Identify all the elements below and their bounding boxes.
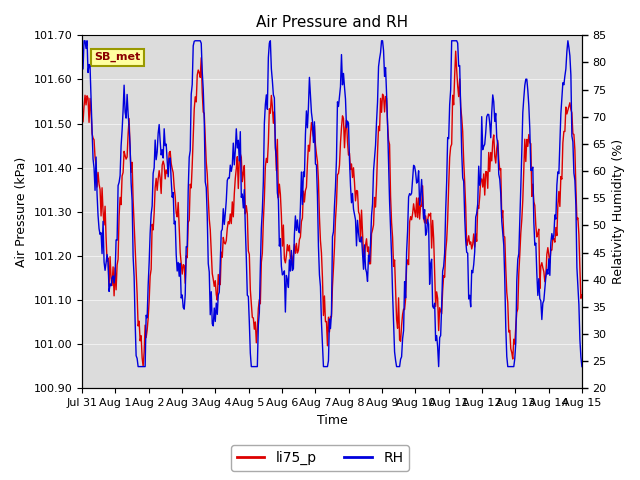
Line: li75_p: li75_p bbox=[82, 51, 582, 366]
RH bbox=[567, 72, 575, 78]
li75_p bbox=[140, 363, 147, 369]
li75_p bbox=[319, 312, 327, 318]
X-axis label: Time: Time bbox=[317, 414, 348, 427]
li75_p bbox=[78, 108, 86, 114]
RH bbox=[578, 364, 586, 370]
li75_p bbox=[317, 238, 324, 243]
Line: RH: RH bbox=[82, 41, 582, 367]
Y-axis label: Air Pressure (kPa): Air Pressure (kPa) bbox=[15, 156, 28, 267]
li75_p bbox=[377, 96, 385, 101]
li75_p bbox=[490, 132, 497, 138]
li75_p bbox=[349, 165, 357, 170]
li75_p bbox=[568, 110, 576, 116]
Text: SB_met: SB_met bbox=[95, 52, 141, 62]
Title: Air Pressure and RH: Air Pressure and RH bbox=[256, 15, 408, 30]
Legend: li75_p, RH: li75_p, RH bbox=[231, 445, 409, 471]
li75_p bbox=[452, 48, 460, 54]
RH bbox=[78, 38, 86, 44]
RH bbox=[377, 50, 385, 56]
li75_p bbox=[578, 292, 586, 298]
RH bbox=[134, 364, 142, 370]
RH bbox=[319, 364, 327, 370]
RH bbox=[317, 284, 324, 289]
RH bbox=[489, 92, 497, 98]
Y-axis label: Relativity Humidity (%): Relativity Humidity (%) bbox=[612, 139, 625, 284]
RH bbox=[349, 206, 357, 212]
